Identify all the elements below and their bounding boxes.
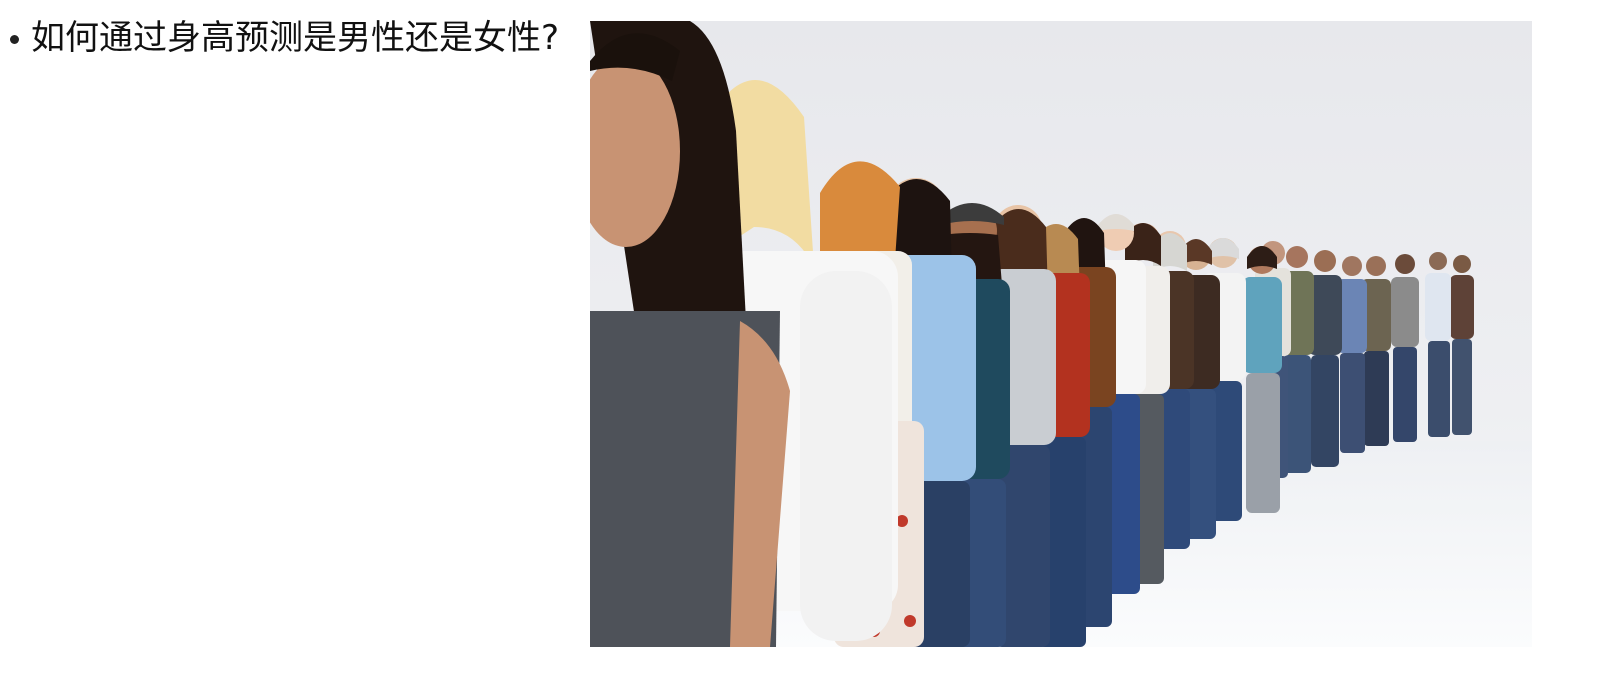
photo-illustration (590, 21, 1532, 647)
bullet-question-text: 如何通过身高预测是男性还是女性? (31, 18, 560, 58)
front-people-group (590, 21, 898, 647)
people-in-line-photo (590, 21, 1532, 647)
bullet-item: 如何通过身高预测是男性还是女性? (10, 14, 559, 62)
bullet-point-icon (10, 34, 19, 44)
